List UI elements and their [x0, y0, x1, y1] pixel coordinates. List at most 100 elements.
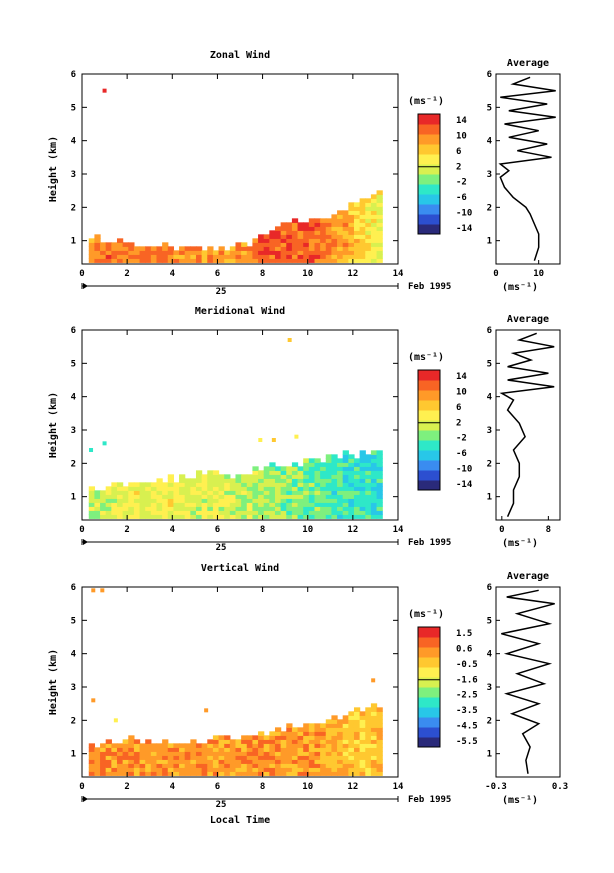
heatmap-cell [195, 747, 203, 752]
heatmap-cell [370, 743, 378, 748]
heatmap-cell [291, 771, 299, 776]
heatmap-cell [173, 747, 180, 752]
heatmap-cell [297, 466, 304, 471]
heatmap-cell [116, 254, 124, 259]
heatmap-cell [376, 735, 383, 740]
heatmap-cell [365, 486, 372, 491]
heatmap-cell [212, 478, 220, 483]
heatmap-cell [179, 494, 186, 499]
heatmap-cell [348, 218, 355, 223]
heatmap-cell [269, 462, 276, 467]
heatmap-cell [128, 743, 135, 748]
heatmap-cell [116, 747, 124, 752]
x-tick-label: 4 [170, 782, 176, 792]
heatmap-cell [353, 254, 361, 259]
heatmap-cell [229, 759, 237, 764]
heatmap-cell [348, 735, 355, 740]
heatmap-cell [145, 743, 152, 748]
heatmap-cell [241, 482, 248, 487]
heatmap-cell [342, 763, 349, 768]
heatmap-cell [128, 739, 135, 744]
heatmap-cell [212, 498, 220, 503]
heatmap-cell [365, 466, 372, 471]
heatmap-cell [359, 226, 366, 231]
heatmap-cell [376, 759, 383, 764]
heatmap-cell [207, 258, 214, 263]
colorbar-tick-label: -6 [456, 193, 467, 203]
heatmap-cell [280, 755, 287, 760]
heatmap-cell [337, 238, 344, 243]
heatmap-cell [94, 246, 101, 251]
heatmap-cell [241, 771, 248, 776]
heatmap-cell [218, 755, 225, 760]
heatmap-cell [342, 514, 349, 519]
colorbar-tick-label: -14 [456, 480, 473, 490]
heatmap-cell [314, 747, 321, 752]
heatmap-cell [308, 478, 316, 483]
heatmap-cell [156, 494, 163, 499]
heatmap-cell [162, 498, 169, 503]
heatmap-cell [235, 763, 242, 768]
heatmap-cell [342, 506, 349, 511]
heatmap-cell [365, 222, 372, 227]
heatmap-cell [94, 755, 101, 760]
heatmap-cell [280, 222, 287, 227]
heatmap-cell [263, 238, 270, 243]
heatmap-cell [212, 506, 220, 511]
heatmap-cell [376, 462, 383, 467]
heatmap-cell [308, 254, 316, 259]
profile-y-tick-label: 3 [487, 170, 492, 180]
heatmap-cell [286, 258, 293, 263]
heatmap-cell [105, 510, 112, 515]
profile-x-tick-label: 0 [499, 525, 504, 535]
heatmap-cell [241, 478, 248, 483]
heatmap-cell [150, 258, 158, 263]
heatmap-cell [184, 510, 191, 515]
profile-frame [495, 586, 561, 778]
heatmap-cell [325, 735, 333, 740]
heatmap-cell [337, 242, 344, 247]
heatmap-cell [314, 494, 321, 499]
heatmap-cell [162, 763, 169, 768]
heatmap-cell [241, 242, 248, 247]
heatmap-cell [156, 486, 163, 491]
heatmap-cell [303, 258, 310, 263]
heatmap-cell [291, 478, 299, 483]
heatmap-cell [337, 466, 344, 471]
heatmap-cell [320, 771, 327, 776]
heatmap-cell [376, 210, 383, 215]
colorbar-unit-label: (ms⁻¹) [408, 352, 444, 363]
heatmap-cell [201, 254, 208, 259]
heatmap-cell [274, 254, 282, 259]
heatmap-cell [359, 735, 366, 740]
y-tick-label: 5 [71, 359, 76, 369]
heatmap-cell [331, 222, 338, 227]
heatmap-cell [303, 747, 310, 752]
heatmap-cell [274, 482, 282, 487]
heatmap-cell [280, 486, 287, 491]
heatmap-cell [179, 498, 186, 503]
heatmap-cell [235, 246, 242, 251]
heatmap-cell [370, 707, 378, 712]
heatmap-cell [195, 490, 203, 495]
heatmap-cell [241, 246, 248, 251]
heatmap-cell [122, 254, 129, 259]
heatmap-cell [320, 743, 327, 748]
heatmap-cell [370, 723, 378, 728]
heatmap-cell [365, 462, 372, 467]
heatmap-cell [162, 510, 169, 515]
heatmap-cell [116, 258, 124, 263]
heatmap-cell [337, 258, 344, 263]
heatmap-cell [353, 258, 361, 263]
heatmap-cell [224, 478, 231, 483]
heatmap-cell [303, 751, 310, 756]
heatmap-cell [212, 502, 220, 507]
heatmap-cell [348, 226, 355, 231]
colorbar-tick-label: 6 [456, 147, 461, 157]
heatmap-cell [325, 490, 333, 495]
heatmap-cell [353, 210, 361, 215]
heatmap-cell [337, 230, 344, 235]
heatmap-cell [122, 510, 129, 515]
heatmap-cell [133, 502, 141, 507]
